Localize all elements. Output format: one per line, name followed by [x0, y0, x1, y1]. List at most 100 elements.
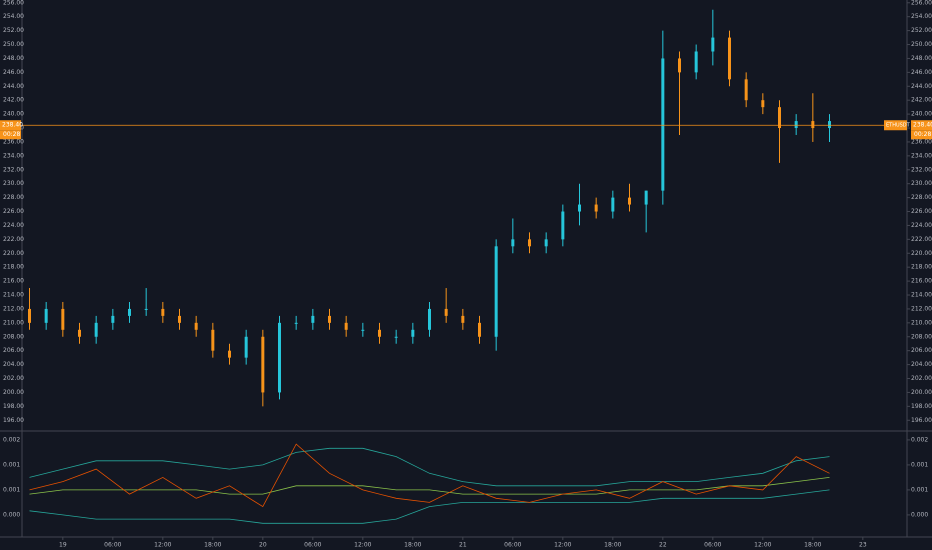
- y-tick-label-right: 216.00: [911, 278, 932, 285]
- candle-body: [28, 308, 31, 323]
- y-tick-label-left: 246.00: [3, 69, 24, 76]
- candle-body: [561, 211, 565, 240]
- x-tick-label: 20: [259, 542, 267, 549]
- y-tick-label-right: 256.00: [911, 0, 932, 6]
- candle-body: [744, 79, 748, 101]
- countdown-tag-right: [911, 130, 932, 140]
- candle-body: [711, 37, 715, 52]
- y-tick-label-left: 230.00: [3, 180, 24, 187]
- candle-body: [528, 239, 531, 247]
- indicator-tick-label-left: 0.002: [3, 436, 20, 443]
- candle-body: [611, 197, 615, 212]
- y-tick-label-right: 228.00: [911, 194, 932, 201]
- indicator-line: [29, 489, 830, 524]
- y-tick-label-left: 208.00: [3, 333, 24, 340]
- candle-body: [61, 308, 65, 330]
- y-tick-label-left: 196.00: [3, 417, 24, 424]
- indicator-tick-label-right: 0.000: [911, 511, 928, 518]
- y-tick-label-left: 240.00: [3, 111, 24, 118]
- indicator-tick-label-right: 0.001: [911, 461, 928, 468]
- candle-body: [378, 329, 381, 337]
- y-tick-label-right: 244.00: [911, 83, 932, 90]
- y-tick-label-right: 220.00: [911, 250, 932, 257]
- candle-body: [494, 246, 498, 337]
- candle-body: [278, 322, 281, 393]
- symbol-tag: [884, 120, 907, 131]
- y-tick-label-right: 206.00: [911, 347, 932, 354]
- y-tick-label-right: 208.00: [911, 333, 932, 340]
- y-tick-label-left: 210.00: [3, 319, 24, 326]
- y-tick-label-left: 200.00: [3, 389, 24, 396]
- y-tick-label-right: 232.00: [911, 166, 932, 173]
- y-tick-label-left: 212.00: [3, 305, 24, 312]
- candle-body: [794, 121, 798, 129]
- y-tick-label-right: 214.00: [911, 292, 932, 299]
- y-tick-label-right: 204.00: [911, 361, 932, 368]
- y-tick-label-left: 218.00: [3, 264, 24, 271]
- y-tick-label-left: 220.00: [3, 250, 24, 257]
- y-tick-label-right: 202.00: [911, 375, 932, 382]
- candle-body: [78, 329, 81, 337]
- x-tick-label: 12:00: [554, 542, 571, 549]
- y-tick-label-right: 210.00: [911, 319, 932, 326]
- candle-body: [328, 315, 331, 323]
- x-tick-label: 06:00: [104, 542, 121, 549]
- candle-body: [261, 336, 265, 393]
- candle-body: [311, 315, 315, 323]
- x-tick-label: 12:00: [754, 542, 771, 549]
- x-tick-label: 18:00: [204, 542, 221, 549]
- x-tick-label: 18:00: [604, 542, 621, 549]
- price-label-left: 238.40: [2, 122, 23, 129]
- candle-body: [111, 315, 115, 323]
- y-tick-label-left: 224.00: [3, 222, 24, 229]
- x-tick-label: 18:00: [404, 542, 421, 549]
- y-tick-label-left: 234.00: [3, 152, 24, 159]
- y-tick-label-left: 206.00: [3, 347, 24, 354]
- indicator-tick-label-left: 0.001: [3, 486, 20, 493]
- candle-body: [544, 239, 548, 247]
- x-tick-label: 06:00: [504, 542, 521, 549]
- indicator-line: [29, 447, 830, 487]
- candle-body: [428, 308, 431, 330]
- price-tag-right: [911, 120, 932, 131]
- price-tag-left: [0, 120, 21, 131]
- candle-body: [294, 322, 298, 324]
- candle-body: [178, 315, 181, 323]
- x-tick-label: 21: [459, 542, 467, 549]
- y-tick-label-right: 250.00: [911, 41, 932, 48]
- y-tick-label-left: 222.00: [3, 236, 24, 243]
- candle-body: [578, 204, 581, 212]
- candle-body: [461, 315, 465, 323]
- y-tick-label-right: 242.00: [911, 97, 932, 104]
- y-tick-label-left: 248.00: [3, 55, 24, 62]
- x-tick-label: 18:00: [804, 542, 821, 549]
- symbol-label: ETHUSDT: [886, 123, 911, 129]
- indicator-tick-label-left: 0.001: [3, 461, 20, 468]
- y-tick-label-left: 214.00: [3, 292, 24, 299]
- candle-body: [678, 58, 681, 73]
- countdown-left: 00:28: [3, 131, 20, 138]
- y-tick-label-left: 244.00: [3, 83, 24, 90]
- y-tick-label-left: 236.00: [3, 138, 24, 145]
- y-tick-label-left: 204.00: [3, 361, 24, 368]
- candle-body: [44, 308, 48, 323]
- y-tick-label-right: 240.00: [911, 111, 932, 118]
- y-tick-label-right: 246.00: [911, 69, 932, 76]
- y-tick-label-left: 256.00: [3, 0, 24, 6]
- candle-body: [244, 336, 248, 358]
- countdown-tag-left: [0, 130, 21, 140]
- y-tick-label-left: 232.00: [3, 166, 24, 173]
- y-tick-label-right: 196.00: [911, 417, 932, 424]
- candle-body: [661, 58, 665, 191]
- candle-body: [478, 322, 481, 337]
- y-tick-label-right: 252.00: [911, 27, 932, 34]
- price-label-right: 238.40: [913, 122, 932, 129]
- countdown-right: 00:28: [914, 131, 931, 138]
- y-tick-label-right: 234.00: [911, 152, 932, 159]
- candle-body: [394, 336, 398, 338]
- x-tick-label: 06:00: [704, 542, 721, 549]
- candle-body: [644, 190, 648, 205]
- candle-body: [361, 329, 365, 331]
- y-tick-label-right: 236.00: [911, 138, 932, 145]
